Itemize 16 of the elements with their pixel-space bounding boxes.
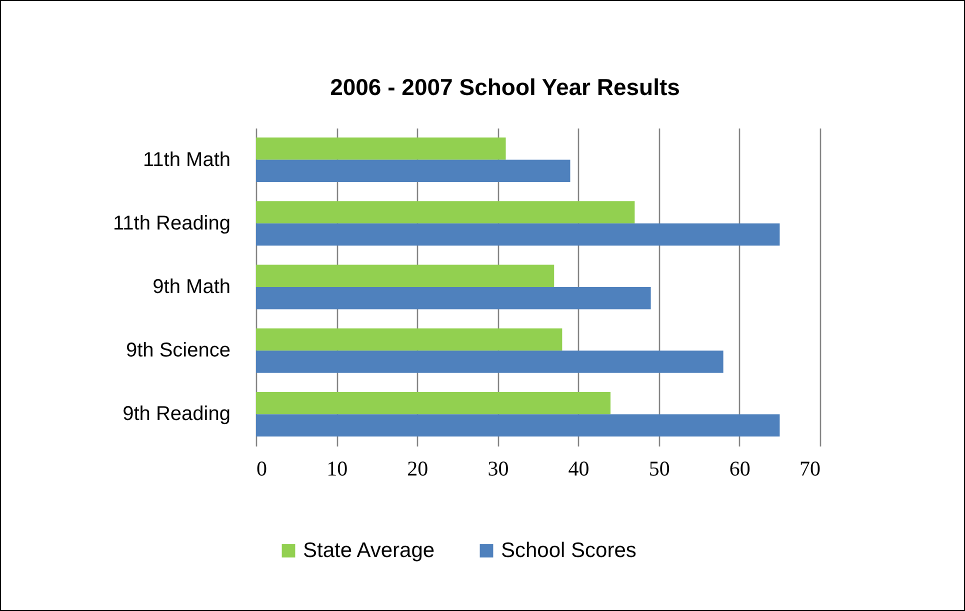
- legend-label: State Average: [303, 538, 435, 562]
- y-tick-label: 9th Math: [152, 276, 230, 298]
- x-tick-label: 20: [407, 456, 428, 480]
- x-tick-label: 40: [568, 456, 590, 480]
- x-tick-label: 0: [256, 456, 267, 480]
- y-tick-label: 9th Science: [126, 340, 230, 362]
- x-tick-label: 50: [648, 456, 670, 480]
- x-tick-label: 60: [729, 456, 750, 480]
- x-tick-label: 10: [326, 456, 348, 480]
- y-tick-label: 9th Reading: [122, 403, 230, 426]
- x-tick-label: 30: [488, 456, 509, 480]
- y-tick-label: 11th Math: [143, 148, 230, 171]
- y-tick-label: 11th Reading: [113, 212, 230, 234]
- x-tick-label: 70: [800, 456, 820, 480]
- legend-label: School Scores: [501, 538, 636, 562]
- chart-title: 2006 - 2007 School Year Results: [330, 74, 680, 100]
